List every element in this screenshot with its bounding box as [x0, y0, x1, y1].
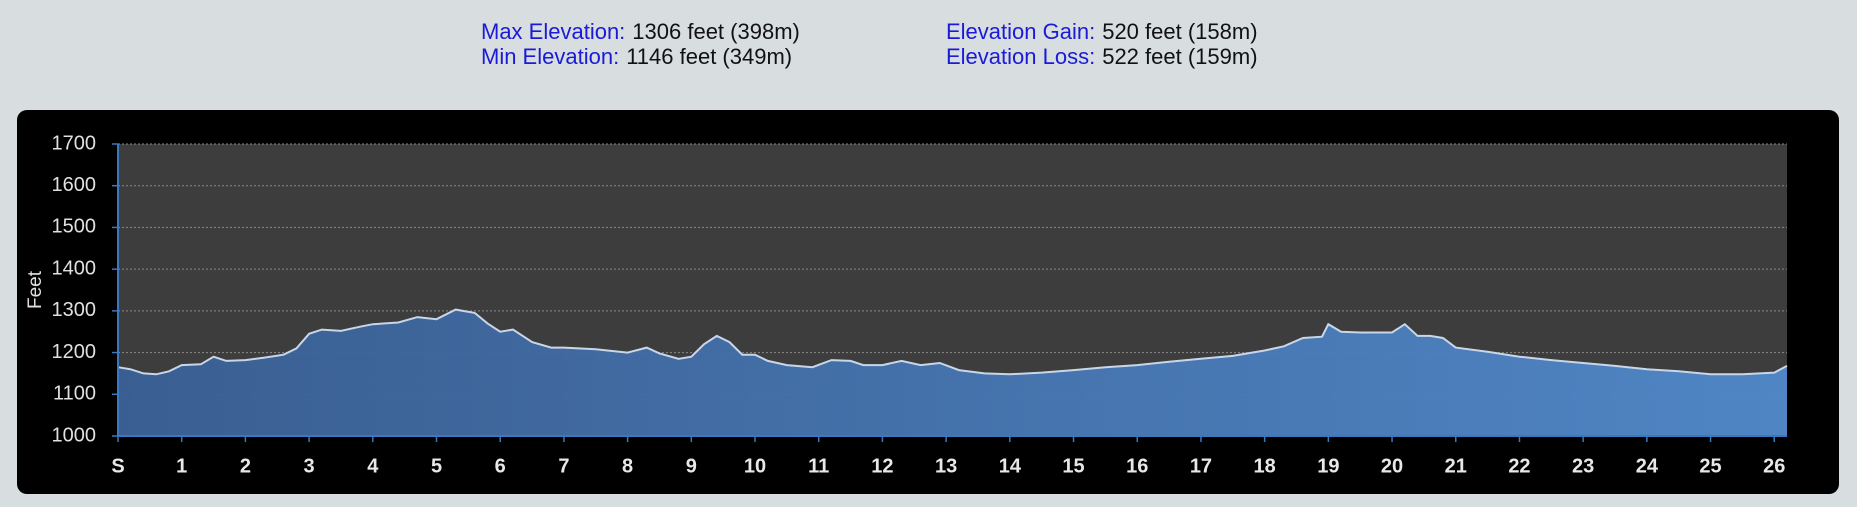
x-tick-label: 12 — [871, 455, 893, 477]
elevation-area — [118, 309, 1787, 436]
stat: Elevation Loss: 522 feet (159m) — [946, 44, 1258, 69]
x-tick-label: 8 — [622, 455, 633, 477]
header: Max Elevation: 1306 feet (398m)Min Elevat… — [481, 19, 1258, 69]
x-tick-label: 1 — [176, 455, 187, 477]
x-tick-label: 14 — [999, 455, 1022, 477]
x-tick-label: 16 — [1126, 455, 1148, 477]
stat-value: 1146 feet (349m) — [626, 44, 792, 69]
x-tick-label: 24 — [1636, 455, 1659, 477]
x-tick-label: 21 — [1445, 455, 1467, 477]
stat: Min Elevation: 1146 feet (349m) — [481, 44, 792, 69]
x-tick-label: 25 — [1699, 455, 1721, 477]
y-tick-label: 1300 — [52, 299, 97, 321]
x-tick-label: 17 — [1190, 455, 1212, 477]
x-tick-label: S — [111, 455, 124, 477]
x-tick-label: 2 — [240, 455, 251, 477]
y-tick-label: 1400 — [52, 257, 97, 279]
x-tick-label: 10 — [744, 455, 766, 477]
y-tick-label: 1100 — [53, 383, 96, 405]
y-axis-label: Feet — [25, 270, 46, 309]
y-tick-label: 1000 — [52, 424, 97, 446]
stat-label: Elevation Gain: — [946, 19, 1095, 44]
stat-label: Max Elevation: — [481, 19, 625, 44]
stat-value: 1306 feet (398m) — [632, 19, 800, 44]
stat: Elevation Gain: 520 feet (158m) — [946, 19, 1258, 44]
x-tick-label: 4 — [367, 455, 379, 477]
x-tick-label: 7 — [558, 455, 569, 477]
x-tick-label: 3 — [304, 455, 315, 477]
x-tick-label: 5 — [431, 455, 442, 477]
y-tick-label: 1500 — [52, 216, 97, 238]
y-tick-label: 1600 — [52, 174, 97, 196]
y-tick-label: 1700 — [52, 132, 97, 154]
elevation-line — [117, 308, 1788, 376]
x-tick-label: 11 — [808, 455, 829, 477]
x-tick-label: 20 — [1381, 455, 1403, 477]
x-tick-label: 19 — [1317, 455, 1339, 477]
stat-value: 522 feet (159m) — [1102, 44, 1257, 69]
x-tick-label: 6 — [495, 455, 506, 477]
x-tick-label: 9 — [686, 455, 697, 477]
stat-value: 520 feet (158m) — [1102, 19, 1257, 44]
x-tick-label: 13 — [935, 455, 957, 477]
x-tick-label: 26 — [1763, 455, 1785, 477]
x-tick-label: 23 — [1572, 455, 1594, 477]
y-tick-label: 1200 — [52, 341, 97, 363]
x-tick-label: 22 — [1508, 455, 1530, 477]
x-tick-label: 15 — [1062, 455, 1084, 477]
stat-label: Min Elevation: — [481, 44, 619, 69]
stat: Max Elevation: 1306 feet (398m) — [481, 19, 800, 44]
x-tick-label: 18 — [1254, 455, 1276, 477]
stat-label: Elevation Loss: — [946, 44, 1095, 69]
